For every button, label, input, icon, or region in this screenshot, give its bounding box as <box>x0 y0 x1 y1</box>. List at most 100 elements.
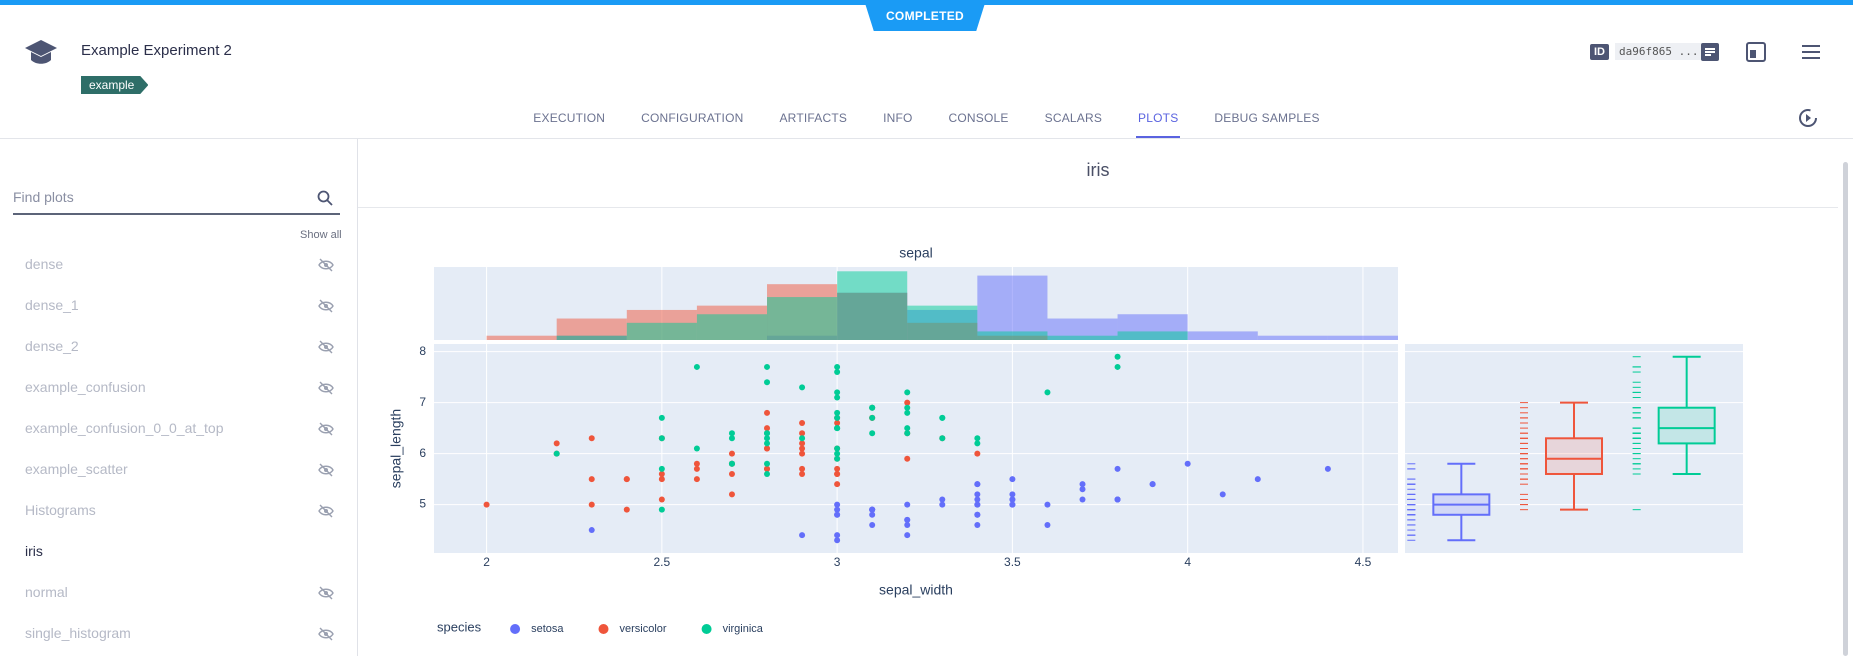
histogram-bar <box>556 335 627 340</box>
tab[interactable]: INFO <box>883 111 913 125</box>
scatter-point <box>834 425 841 432</box>
histogram-bar <box>696 314 768 340</box>
hidden-icon[interactable] <box>317 504 335 518</box>
hidden-icon[interactable] <box>317 627 335 641</box>
scatter-point <box>974 501 981 508</box>
scatter-point <box>904 516 911 523</box>
plot-item[interactable]: iris <box>25 543 43 559</box>
legend-label: setosa <box>531 623 564 635</box>
id-badge[interactable]: ID da96f865 ... <box>1590 43 1703 60</box>
scatter-point <box>623 506 630 513</box>
divider <box>358 207 1838 208</box>
tab[interactable]: CONFIGURATION <box>641 111 744 125</box>
scatter-point <box>1254 476 1261 483</box>
tag[interactable]: example <box>81 76 149 94</box>
search-box[interactable]: Find plots <box>13 185 340 215</box>
scatter-point <box>588 476 595 483</box>
scatter-point <box>1324 465 1331 472</box>
scatter-point <box>658 435 665 442</box>
plot-item[interactable]: Histograms <box>25 502 96 518</box>
histogram-bar <box>1047 335 1118 340</box>
legend-label: virginica <box>723 623 764 635</box>
scatter-point <box>834 537 841 544</box>
plot-item[interactable]: normal <box>25 584 68 600</box>
scatter-point <box>1079 486 1086 493</box>
scatter-point <box>1114 353 1121 360</box>
scatter-point <box>1044 521 1051 528</box>
scatter-point <box>764 435 771 442</box>
tab[interactable]: ARTIFACTS <box>779 111 848 125</box>
plot-background <box>434 344 1398 553</box>
scatter-point <box>799 384 806 391</box>
histogram-bar <box>977 331 1048 340</box>
histogram-bar <box>626 322 697 340</box>
hidden-icon[interactable] <box>317 258 335 272</box>
scatter-point <box>1044 501 1051 508</box>
plot-item[interactable]: dense_2 <box>25 338 79 354</box>
plot-item[interactable]: dense <box>25 256 64 272</box>
scatter-point <box>764 379 771 386</box>
scatter-point <box>658 465 665 472</box>
tab[interactable]: DEBUG SAMPLES <box>1214 111 1320 125</box>
y-tick-label: 6 <box>419 446 426 460</box>
search-placeholder: Find plots <box>13 189 74 205</box>
info-icon[interactable] <box>1698 40 1722 64</box>
box <box>1657 406 1716 445</box>
hidden-icon[interactable] <box>317 463 335 477</box>
scatter-point <box>834 389 841 396</box>
scatter-point <box>939 435 946 442</box>
layout-icon[interactable] <box>1744 40 1768 64</box>
hidden-icon[interactable] <box>317 299 335 313</box>
scatter-point <box>834 394 841 401</box>
hidden-icon[interactable] <box>317 381 335 395</box>
y-tick-label: 7 <box>419 395 426 409</box>
scatter-point <box>799 420 806 427</box>
scatter-point <box>693 445 700 452</box>
histogram-bar <box>837 271 908 340</box>
scatter-point <box>869 511 876 518</box>
scatter-point <box>728 491 735 498</box>
y-tick-label: 8 <box>419 344 426 358</box>
scatter-point <box>869 506 876 513</box>
menu-icon[interactable] <box>1799 40 1823 64</box>
scatter-point <box>904 389 911 396</box>
scrollbar[interactable] <box>1843 162 1848 656</box>
histogram-bar <box>977 275 1048 340</box>
scatter-point <box>904 404 911 411</box>
plot-item[interactable]: example_confusion <box>25 379 146 395</box>
scatter-point <box>1114 496 1121 503</box>
scatter-point <box>974 496 981 503</box>
hidden-icon[interactable] <box>317 422 335 436</box>
plot-item[interactable]: single_histogram <box>25 625 131 641</box>
tab[interactable]: PLOTS <box>1136 104 1181 138</box>
x-tick-label: 4 <box>1184 555 1191 569</box>
tab[interactable]: SCALARS <box>1044 111 1103 125</box>
histogram-bar <box>1117 331 1188 340</box>
legend-marker <box>701 624 712 634</box>
tab[interactable]: CONSOLE <box>948 111 1009 125</box>
scatter-point <box>834 465 841 472</box>
refresh-icon[interactable] <box>1796 106 1820 130</box>
scatter-point <box>799 445 806 452</box>
scatter-point <box>553 450 560 457</box>
logo <box>25 40 57 64</box>
scatter-point <box>658 506 665 513</box>
experiment-title: Example Experiment 2 <box>81 42 232 59</box>
tab[interactable]: EXECUTION <box>533 111 606 125</box>
histogram-bar <box>1187 331 1258 340</box>
scatter-point <box>693 363 700 370</box>
legend-marker <box>510 624 521 634</box>
x-tick-label: 3.5 <box>1004 555 1021 569</box>
scatter-point <box>1044 389 1051 396</box>
scatter-point <box>658 414 665 421</box>
plot-item[interactable]: example_confusion_0_0_at_top <box>25 420 224 436</box>
scatter-point <box>1219 491 1226 498</box>
hidden-icon[interactable] <box>317 586 335 600</box>
scatter-point <box>764 430 771 437</box>
scatter-point <box>834 363 841 370</box>
plot-item[interactable]: example_scatter <box>25 461 128 477</box>
plot-item[interactable]: dense_1 <box>25 297 79 313</box>
hidden-icon[interactable] <box>317 340 335 354</box>
show-all[interactable]: Show all <box>300 229 342 241</box>
